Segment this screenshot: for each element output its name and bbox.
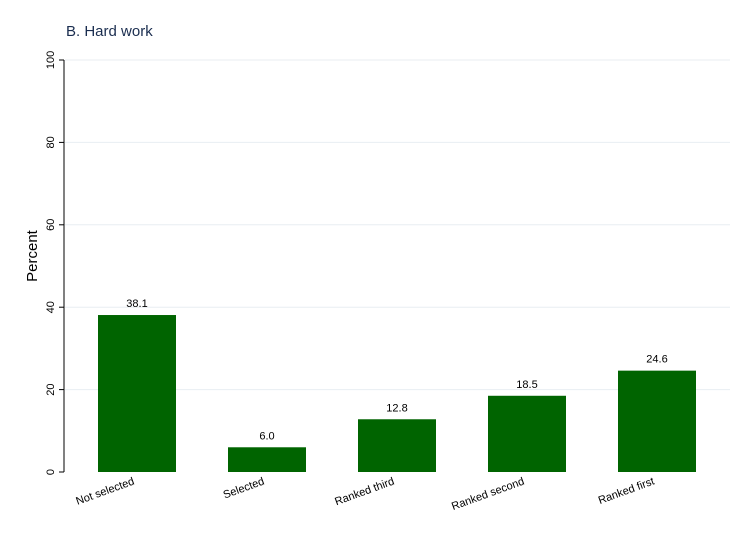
bar-value-label: 24.6 (646, 354, 667, 366)
y-tick-label: 100 (45, 51, 57, 69)
y-tick-label: 60 (45, 219, 57, 231)
category-label: Selected (222, 476, 266, 502)
chart-title: B. Hard work (66, 23, 153, 40)
bar (358, 419, 436, 472)
bar-value-label: 6.0 (259, 430, 274, 442)
category-label: Ranked third (333, 476, 396, 509)
category-labels: Not selected Selected Ranked third Ranked s… (74, 476, 656, 513)
bar-value-label: 38.1 (126, 298, 147, 310)
category-label: Ranked second (450, 476, 526, 513)
bar (228, 447, 306, 472)
y-axis-ticks: 0 20 40 60 80 100 (45, 51, 64, 475)
bar-value-label: 12.8 (386, 402, 407, 414)
category-label: Ranked first (597, 476, 656, 507)
bars (98, 315, 696, 472)
bar-value-label: 18.5 (516, 379, 537, 391)
bar-value-labels: 38.1 6.0 12.8 18.5 24.6 (126, 298, 667, 442)
bar (98, 315, 176, 472)
y-axis-label: Percent (24, 229, 41, 282)
bar (488, 395, 566, 472)
y-tick-label: 0 (45, 469, 57, 475)
bar (618, 370, 696, 472)
y-tick-label: 40 (45, 301, 57, 313)
y-tick-label: 80 (45, 136, 57, 148)
y-tick-label: 20 (45, 383, 57, 395)
category-label: Not selected (74, 476, 136, 508)
